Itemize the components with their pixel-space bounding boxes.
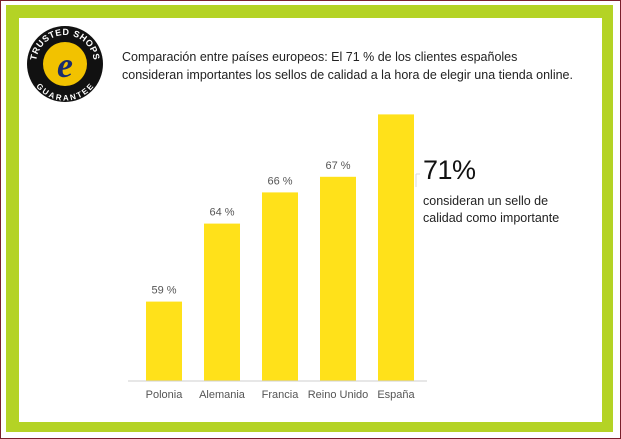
header-description: Comparación entre países europeos: El 71… — [122, 48, 602, 84]
highlight-caption: consideran un sello de calidad como impo… — [423, 193, 583, 227]
bar-españa — [378, 114, 414, 382]
header-line-2: consideran importantes los sellos de cal… — [122, 68, 573, 82]
category-label: España — [377, 389, 415, 401]
highlight-percentage: 71% — [423, 155, 476, 185]
category-label: Francia — [262, 389, 300, 401]
highlight-caption-line-2: calidad como importante — [423, 211, 560, 225]
value-label: 64 % — [209, 207, 234, 219]
value-labels-group: 59 % 64 % 66 % 67 % — [151, 160, 350, 297]
logo-e-mark: e — [57, 45, 73, 85]
infographic-card — [19, 18, 602, 422]
trusted-shops-logo: TRUSTED SHOPS GUARANTEE e — [27, 26, 103, 103]
value-label: 67 % — [325, 160, 350, 172]
highlight-caption-line-1: consideran un sello de — [423, 194, 549, 208]
value-label: 59 % — [151, 285, 176, 297]
header-line-1: Comparación entre países europeos: El 71… — [122, 50, 518, 64]
bars-group — [146, 114, 414, 382]
value-label: 66 % — [267, 175, 292, 187]
category-label: Alemania — [199, 389, 246, 401]
bar-francia — [262, 192, 298, 381]
category-label: Reino Unido — [308, 389, 369, 401]
bar-alemania — [204, 223, 240, 381]
bar-polonia — [146, 301, 182, 381]
category-label: Polonia — [146, 389, 184, 401]
category-labels-group: Polonia Alemania Francia Reino Unido España — [146, 389, 416, 401]
logo-inner-circle — [43, 42, 87, 86]
bar-reino-unido — [320, 176, 356, 381]
